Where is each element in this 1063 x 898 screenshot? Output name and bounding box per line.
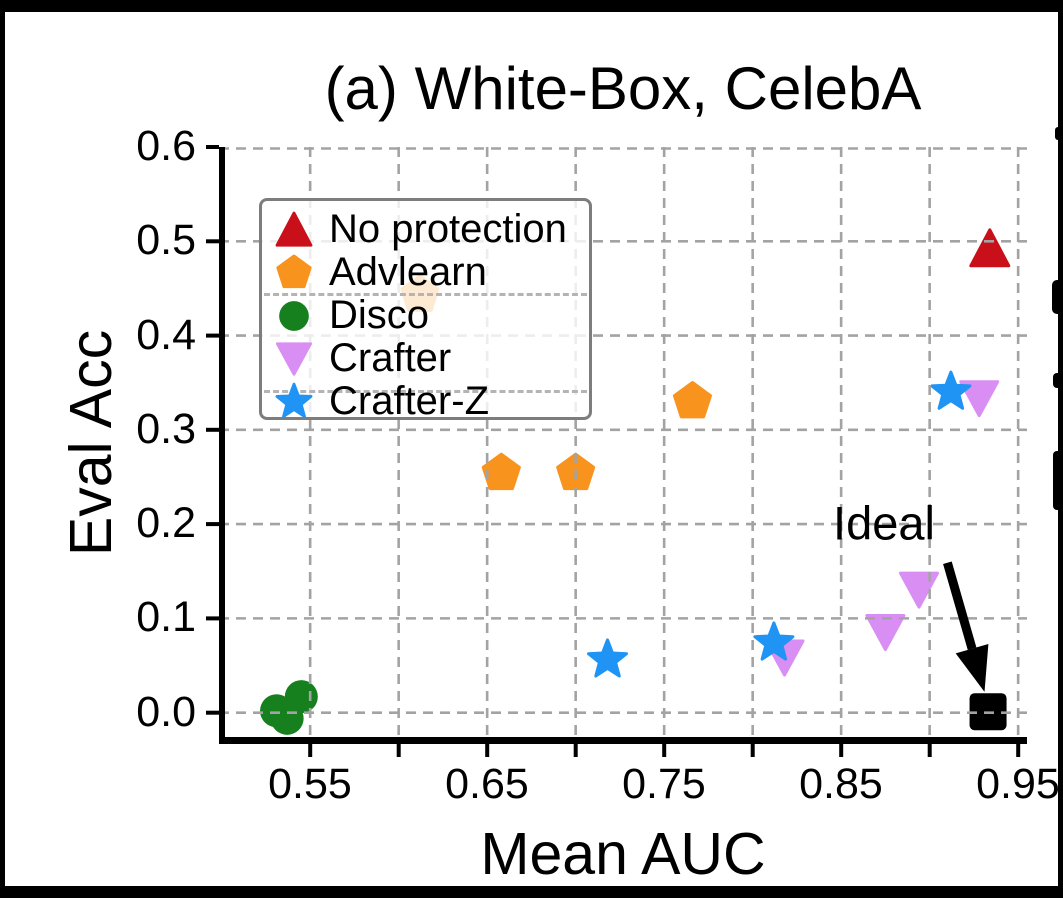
legend-item-crafter: Crafter [262,337,589,380]
advlearn-marker [672,381,712,419]
triangle-up-icon [272,208,316,252]
chart-title: (a) White-Box, CelebA [324,55,922,122]
axes-spines [206,145,1027,757]
y-tick [206,427,219,432]
crop-border-bottom [0,886,1063,898]
legend-item-label: Crafter-Z [329,379,489,423]
y-tick-label: 0.2 [136,499,196,547]
data-markers [260,228,1011,735]
y-tick [206,333,219,338]
x-tick-label: 0.75 [622,760,706,808]
y-tick-label: 0.0 [136,688,196,736]
y-tick [206,616,219,621]
crafter-marker [899,571,939,609]
x-tick-label: 0.55 [268,760,352,808]
circle-icon [272,294,316,338]
legend-item-label: No protection [329,207,567,251]
y-tick-label: 0.3 [136,405,196,453]
legend-item-label: Disco [329,293,430,337]
x-tick [1016,744,1021,757]
x-tick [927,744,932,757]
star-icon [272,380,316,424]
crafter-z-marker [587,638,628,678]
legend-gridline-artifact [264,390,587,393]
crop-border-right [1058,0,1063,898]
x-tick [485,744,490,757]
ideal-annotation-label: Ideal [833,496,935,550]
x-tick [396,744,401,757]
x-axis-label: Mean AUC [480,821,766,887]
legend-gridline-artifact [264,293,587,296]
no-protection-marker [969,228,1011,268]
gridlines [219,147,1027,740]
x-tick [662,744,667,757]
circle-icon [279,300,309,331]
x-tick [308,744,313,757]
crafter-z-marker [930,370,972,410]
triangle-down-icon [275,341,313,376]
triangle-down-icon [272,337,316,381]
legend-item-label: Advlearn [329,250,487,294]
y-tick-label: 0.6 [136,122,196,170]
disco-marker [284,680,318,714]
crafter-marker [959,380,1000,418]
y-tick [206,710,219,715]
legend-item-label: Crafter [329,336,452,380]
y-tick [206,522,219,527]
advlearn-marker [481,452,521,491]
legend-item-no-protection: No protection [262,208,589,251]
legend-item-advlearn: Advlearn [262,251,589,294]
y-tick [206,239,219,244]
crafter-marker [865,614,906,651]
legend-item-crafter-z: Crafter-Z [262,380,589,423]
star-icon [275,382,313,418]
crafter-z-marker [753,621,795,661]
x-tick-label: 0.95 [976,760,1060,808]
ideal-arrow [943,561,989,692]
crop-border-top [0,0,1063,12]
x-tick-label: 0.65 [445,760,529,808]
pentagon-icon [272,251,316,295]
x-tick [839,744,844,757]
legend-item-disco: Disco [262,294,589,337]
legend: No protection Advlearn Disco Crafter Crafter… [259,198,592,423]
y-tick [206,145,219,149]
pentagon-icon [276,254,312,288]
x-tick-label: 0.85 [799,760,883,808]
y-tick-label: 0.4 [136,311,196,359]
y-tick-label: 0.1 [136,593,196,641]
triangle-up-icon [275,211,313,247]
crop-border-left [0,0,5,898]
x-tick [573,744,578,757]
y-tick-label: 0.5 [136,216,196,264]
x-tick [750,744,755,757]
